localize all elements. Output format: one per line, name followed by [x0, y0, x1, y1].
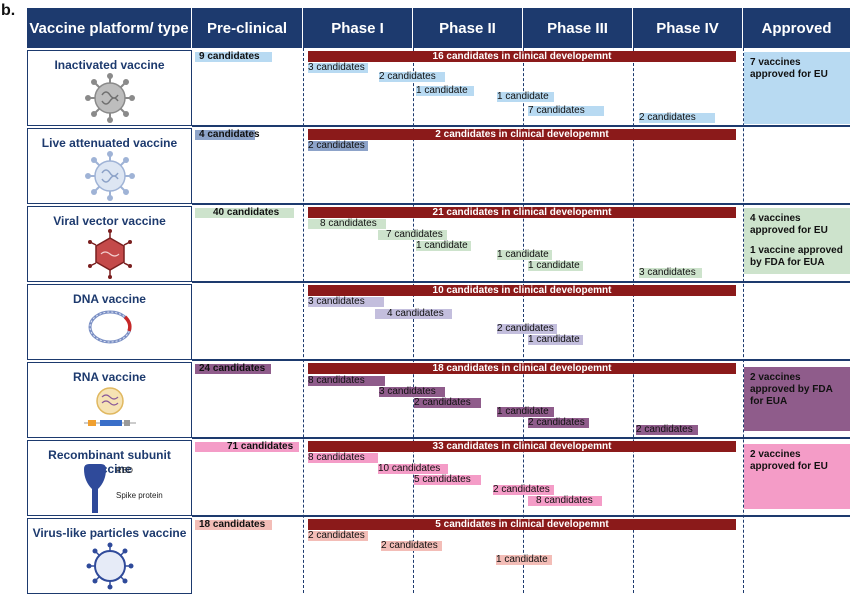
platform-name: Inactivated vaccine	[54, 58, 165, 72]
platform-live-attenuated: Live attenuated vaccine	[27, 128, 192, 204]
preclinical-bar: 18 candidates	[195, 520, 272, 530]
approval-note: 2 vaccines approved by FDA for EUA	[750, 372, 833, 407]
platform-dna: DNA vaccine	[27, 284, 192, 360]
platform-viral-vector: Viral vector vaccine	[27, 206, 192, 282]
spike-protein-icon	[84, 464, 106, 513]
clinical-summary-bar: 16 candidates in clinical developemnt	[308, 51, 736, 62]
platform-name: Viral vector vaccine	[53, 214, 166, 228]
rna-nanoparticle-icon	[84, 387, 136, 426]
approved-box: 4 vaccines approved for EU 1 vaccine app…	[744, 208, 850, 274]
header-phase-4: Phase IV	[633, 8, 743, 48]
approved-box: 2 vaccines approved by FDA for EUA	[744, 367, 850, 431]
row-separator	[192, 515, 850, 517]
phase-bar: 8 candidates	[308, 219, 386, 229]
phase-bar: 1 candidate	[497, 407, 554, 417]
platform-name: DNA vaccine	[73, 292, 146, 306]
phase-bar: 8 candidates	[308, 376, 385, 386]
divider-phase-4	[633, 48, 634, 593]
phase-bar: 1 candidate	[496, 555, 552, 565]
phase-bar: 3 candidates	[639, 268, 702, 278]
approval-note: 7 vaccines approved for EU	[750, 57, 828, 80]
preclinical-bar: 71 candidates	[195, 442, 299, 452]
row-separator	[192, 437, 850, 439]
phase-bar: 2 candidates	[639, 113, 715, 123]
phase-bar: 2 candidates	[379, 72, 445, 82]
phase-bar: 3 candidates	[308, 63, 368, 73]
phase-bar: 1 candidate	[497, 92, 554, 102]
phase-bar: 7 candidates	[378, 230, 447, 240]
approval-note: 1 vaccine approved by FDA for EUA	[750, 245, 843, 268]
clinical-summary-bar: 10 candidates in clinical developemnt	[308, 285, 736, 296]
header-preclinical: Pre-clinical	[192, 8, 303, 48]
approval-note: 4 vaccines approved for EU	[750, 213, 828, 236]
phase-bar: 3 candidates	[308, 297, 384, 307]
attenuated-virus-icon	[85, 151, 135, 201]
preclinical-bar: 40 candidates	[195, 208, 294, 218]
phase-bar: 1 candidate	[497, 250, 552, 260]
phase-bar: 2 candidates	[497, 324, 557, 334]
spike-protein-label: Spike protein	[116, 491, 163, 500]
clinical-summary-bar: 21 candidates in clinical developemnt	[308, 207, 736, 218]
clinical-summary-bar: 5 candidates in clinical developemnt	[308, 519, 736, 530]
clinical-summary-bar: 18 candidates in clinical developemnt	[308, 363, 736, 374]
clinical-summary-bar: 33 candidates in clinical developemnt	[308, 441, 736, 452]
viral-vector-icon	[88, 229, 132, 279]
phase-bar: 10 candidates	[378, 464, 448, 474]
phase-bar: 2 candidates	[414, 398, 481, 408]
clinical-summary-bar: 2 candidates in clinical developemnt	[308, 129, 736, 140]
panel-label: b.	[1, 2, 16, 19]
phase-bar: 2 candidates	[528, 418, 589, 428]
preclinical-bar: 24 candidates	[195, 364, 271, 374]
preclinical-bar: 9 candidates	[195, 52, 272, 62]
approved-box: 7 vaccines approved for EU	[744, 52, 850, 124]
phase-bar: 7 candidates	[528, 106, 604, 116]
platform-rna: RNA vaccine	[27, 362, 192, 438]
divider-phase-1	[303, 48, 304, 593]
header-approved: Approved	[743, 8, 850, 48]
divider-phase-2	[413, 48, 414, 593]
row-separator	[192, 281, 850, 283]
phase-bar: 5 candidates	[414, 475, 481, 485]
header-phase-1: Phase I	[303, 8, 413, 48]
header-phase-3: Phase III	[523, 8, 633, 48]
phase-bar: 2 candidates	[493, 485, 554, 495]
phase-bar: 8 candidates	[528, 496, 602, 506]
phase-bar: 2 candidates	[381, 541, 442, 551]
vlp-icon	[86, 542, 134, 590]
phase-bar: 2 candidates	[308, 531, 368, 541]
virus-icon	[85, 73, 135, 123]
preclinical-bar: 4 candidates	[195, 130, 260, 140]
rbd-label: RBD	[116, 466, 133, 475]
phase-bar: 3 candidates	[379, 387, 445, 397]
phase-bar: 8 candidates	[308, 453, 378, 463]
platform-name: Virus-like particles vaccine	[32, 526, 187, 540]
header-platform: Vaccine platform/ type	[27, 8, 192, 48]
approval-note: 2 vaccines approved for EU	[750, 449, 828, 472]
phase-bar: 2 candidates	[308, 141, 368, 151]
row-separator	[192, 125, 850, 127]
row-separator	[192, 359, 850, 361]
platform-vlp: Virus-like particles vaccine	[27, 518, 192, 594]
divider-phase-3	[523, 48, 524, 593]
approved-box: 2 vaccines approved for EU	[744, 444, 850, 509]
platform-name: RNA vaccine	[73, 370, 146, 384]
platform-inactivated: Inactivated vaccine	[27, 50, 192, 126]
dna-plasmid-icon	[88, 310, 132, 344]
row-separator	[192, 203, 850, 205]
divider-approved	[743, 48, 744, 593]
platform-recombinant-subunit: Recombinant subunit vaccine RBD Spike pr…	[27, 440, 192, 516]
phase-bar: 1 candidate	[416, 241, 471, 251]
phase-bar: 1 candidate	[528, 335, 583, 345]
header-phase-2: Phase II	[413, 8, 523, 48]
platform-name: Live attenuated vaccine	[41, 136, 178, 150]
phase-bar: 1 candidate	[528, 261, 583, 271]
phase-bar: 4 candidates	[375, 309, 452, 319]
phase-bar: 2 candidates	[636, 425, 698, 435]
phase-bar: 1 candidate	[416, 86, 474, 96]
